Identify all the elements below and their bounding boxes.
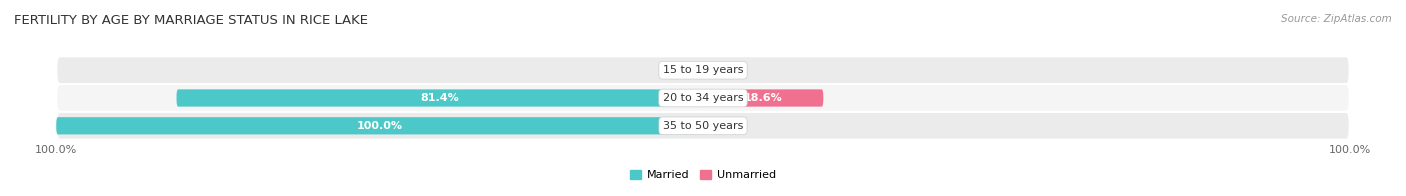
Text: 100.0%: 100.0% bbox=[357, 121, 402, 131]
FancyBboxPatch shape bbox=[703, 89, 824, 107]
Text: 15 to 19 years: 15 to 19 years bbox=[662, 65, 744, 75]
FancyBboxPatch shape bbox=[56, 112, 1350, 140]
Text: 18.6%: 18.6% bbox=[744, 93, 783, 103]
FancyBboxPatch shape bbox=[56, 56, 1350, 84]
Text: 20 to 34 years: 20 to 34 years bbox=[662, 93, 744, 103]
FancyBboxPatch shape bbox=[56, 84, 1350, 112]
Text: Source: ZipAtlas.com: Source: ZipAtlas.com bbox=[1281, 14, 1392, 24]
Text: 0.0%: 0.0% bbox=[662, 65, 690, 75]
Text: 0.0%: 0.0% bbox=[716, 121, 744, 131]
Text: 35 to 50 years: 35 to 50 years bbox=[662, 121, 744, 131]
FancyBboxPatch shape bbox=[177, 89, 703, 107]
Text: 0.0%: 0.0% bbox=[716, 65, 744, 75]
FancyBboxPatch shape bbox=[56, 117, 703, 134]
Text: FERTILITY BY AGE BY MARRIAGE STATUS IN RICE LAKE: FERTILITY BY AGE BY MARRIAGE STATUS IN R… bbox=[14, 14, 368, 27]
Legend: Married, Unmarried: Married, Unmarried bbox=[630, 170, 776, 180]
Text: 81.4%: 81.4% bbox=[420, 93, 460, 103]
